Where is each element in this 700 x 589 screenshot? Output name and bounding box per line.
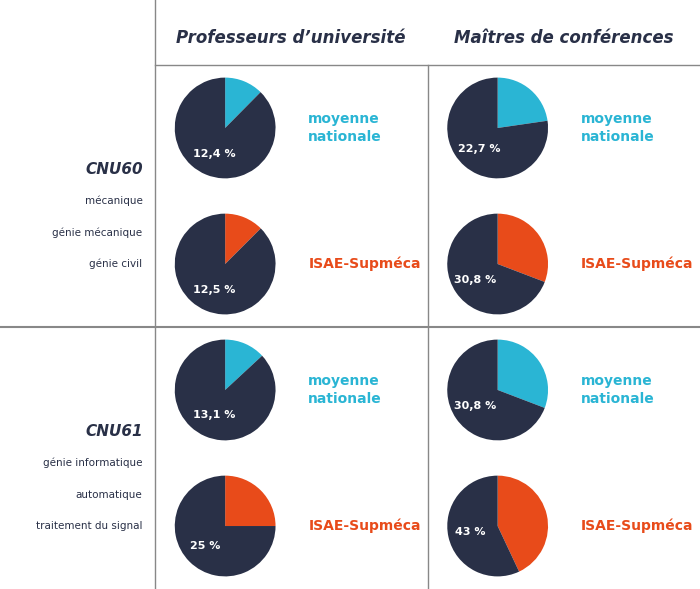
Text: CNU61: CNU61 (85, 424, 143, 439)
Text: moyenne
nationale: moyenne nationale (309, 375, 382, 406)
Text: ISAE-Supméca: ISAE-Supméca (581, 519, 694, 533)
Text: génie informatique: génie informatique (43, 458, 143, 468)
Wedge shape (175, 78, 276, 178)
Text: 12,5 %: 12,5 % (193, 284, 236, 294)
Text: 30,8 %: 30,8 % (454, 274, 496, 284)
Text: 22,7 %: 22,7 % (458, 144, 500, 154)
Text: traitement du signal: traitement du signal (36, 521, 143, 531)
Text: génie civil: génie civil (90, 259, 143, 269)
Wedge shape (175, 476, 276, 577)
Text: ISAE-Supméca: ISAE-Supméca (309, 519, 421, 533)
Text: moyenne
nationale: moyenne nationale (309, 112, 382, 144)
Text: automatique: automatique (76, 489, 143, 499)
Wedge shape (447, 340, 545, 441)
Text: ISAE-Supméca: ISAE-Supméca (581, 257, 694, 272)
Text: ISAE-Supméca: ISAE-Supméca (309, 257, 421, 272)
Text: génie mécanique: génie mécanique (52, 227, 143, 238)
Wedge shape (447, 476, 519, 577)
Text: CNU60: CNU60 (85, 163, 143, 177)
Wedge shape (498, 476, 548, 571)
Wedge shape (447, 78, 548, 178)
Text: 43 %: 43 % (456, 527, 486, 537)
Text: 30,8 %: 30,8 % (454, 401, 496, 411)
Text: Maîtres de conférences: Maîtres de conférences (454, 29, 673, 47)
Wedge shape (498, 214, 548, 282)
Wedge shape (447, 214, 545, 315)
Wedge shape (225, 476, 276, 526)
Wedge shape (175, 340, 276, 441)
Text: mécanique: mécanique (85, 196, 143, 207)
Wedge shape (175, 214, 276, 315)
Wedge shape (225, 340, 262, 390)
Wedge shape (498, 340, 548, 408)
Text: moyenne
nationale: moyenne nationale (581, 112, 655, 144)
Text: moyenne
nationale: moyenne nationale (581, 375, 655, 406)
Wedge shape (225, 214, 261, 264)
Wedge shape (225, 78, 260, 128)
Text: Professeurs d’université: Professeurs d’université (176, 29, 406, 47)
Text: 25 %: 25 % (190, 541, 220, 551)
Text: 13,1 %: 13,1 % (193, 411, 235, 421)
Wedge shape (498, 78, 547, 128)
Text: 12,4 %: 12,4 % (193, 148, 236, 158)
